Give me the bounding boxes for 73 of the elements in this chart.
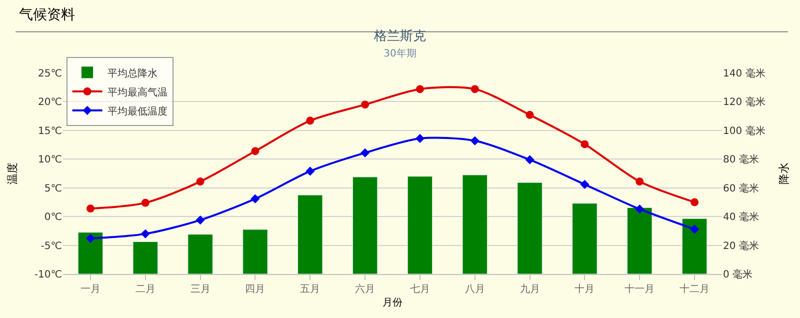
- legend-label: 平均最低温度: [107, 105, 168, 118]
- bar: [517, 182, 542, 274]
- bar: [78, 232, 104, 274]
- y-tick-label: 25℃: [38, 68, 62, 80]
- point: [196, 178, 204, 186]
- y2-tick-label: 0 毫米: [723, 268, 753, 280]
- point: [86, 204, 94, 213]
- x-tick-label: 八月: [464, 284, 485, 295]
- bar: [298, 194, 323, 274]
- bar: [242, 229, 268, 274]
- bar: [132, 241, 158, 274]
- y2-tick-label: 140 毫米: [723, 68, 766, 80]
- y-tick-label: 15℃: [38, 126, 62, 137]
- point: [416, 85, 424, 94]
- y-axis-title: 温度: [6, 162, 20, 184]
- bar: [407, 176, 433, 274]
- y-tick-label: -5℃: [40, 240, 62, 252]
- bar: [188, 234, 213, 274]
- x-tick-label: 九月: [520, 283, 540, 295]
- legend-label: 平均最高气温: [107, 86, 168, 98]
- y2-tick-label: 60 毫米: [723, 182, 759, 194]
- point: [690, 198, 699, 206]
- point: [86, 234, 96, 243]
- point: [526, 110, 534, 119]
- point: [415, 134, 425, 144]
- point: [635, 204, 644, 214]
- bar: [352, 176, 378, 274]
- point: [140, 229, 150, 238]
- point: [525, 155, 534, 164]
- x-tick-label: 十二月: [680, 283, 710, 295]
- bar: [627, 207, 652, 274]
- y-tick-label: 5℃: [44, 183, 62, 194]
- x-tick-label: 六月: [355, 283, 376, 295]
- bar: [682, 218, 708, 274]
- point: [250, 194, 260, 204]
- point: [360, 148, 370, 158]
- x-tick-label: 四月: [245, 284, 266, 295]
- point: [141, 198, 150, 207]
- x-axis-title: 月份: [382, 298, 402, 308]
- y2-tick-label: 120 毫米: [723, 96, 766, 108]
- point: [251, 147, 260, 156]
- text: 气候资料: [19, 7, 75, 23]
- x-tick-label: 十月: [574, 283, 595, 295]
- point: [580, 180, 590, 189]
- y2-axis-title: 降水: [777, 162, 790, 184]
- point: [361, 100, 370, 109]
- bar: [572, 203, 598, 274]
- x-tick-label: 一月: [80, 284, 100, 295]
- point: [470, 136, 480, 146]
- chart-title: 格兰斯克: [373, 28, 426, 44]
- point: [306, 116, 314, 125]
- y-tick-label: 0℃: [44, 212, 62, 224]
- point: [690, 224, 700, 234]
- y2-tick-label: 100 毫米: [723, 124, 766, 137]
- y2-tick-label: 40 毫米: [723, 211, 759, 224]
- x-tick-label: 五月: [300, 284, 320, 295]
- point: [580, 140, 589, 148]
- point: [306, 166, 315, 176]
- bar: [462, 174, 488, 274]
- x-tick-label: 十一月: [624, 283, 655, 295]
- x-tick-label: 七月: [410, 283, 430, 295]
- x-tick-label: 三月: [190, 284, 210, 295]
- y2-tick-label: 20 毫米: [723, 240, 759, 252]
- point: [196, 215, 205, 225]
- y-tick-label: 10℃: [38, 154, 62, 166]
- legend-label: 平均总降水: [107, 67, 158, 80]
- point: [636, 178, 644, 186]
- point: [470, 85, 479, 94]
- chart-subtitle: 30年期: [384, 48, 416, 60]
- y-tick-label: 20℃: [38, 97, 62, 108]
- y2-tick-label: 80 毫米: [723, 154, 759, 166]
- y-tick-label: -10℃: [34, 270, 62, 280]
- x-tick-label: 二月: [135, 284, 156, 295]
